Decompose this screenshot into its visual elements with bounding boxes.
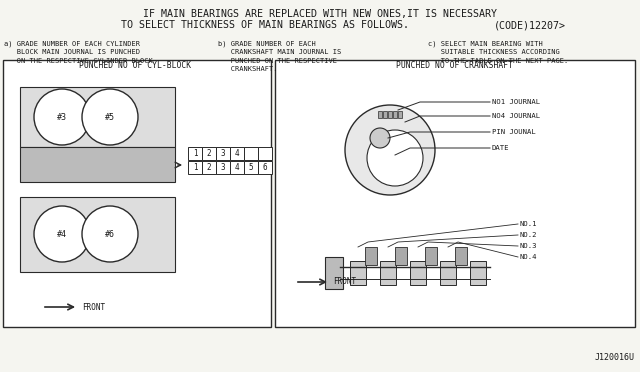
FancyBboxPatch shape (20, 197, 175, 272)
Text: NO.4: NO.4 (520, 254, 538, 260)
Text: 4: 4 (235, 163, 239, 172)
Text: b) GRADE NUMBER OF EACH
   CRANKSHAFT MAIN JOURNAL IS
   PUNCHED ON THE RESPECTI: b) GRADE NUMBER OF EACH CRANKSHAFT MAIN … (218, 40, 341, 72)
Text: 3: 3 (221, 163, 225, 172)
Text: 2: 2 (207, 163, 211, 172)
Circle shape (34, 206, 90, 262)
FancyBboxPatch shape (20, 87, 175, 147)
FancyBboxPatch shape (350, 261, 366, 285)
Text: (CODE)12207>: (CODE)12207> (494, 20, 566, 30)
FancyBboxPatch shape (202, 161, 216, 174)
Text: NO.2: NO.2 (520, 232, 538, 238)
FancyBboxPatch shape (398, 111, 402, 118)
Text: 2: 2 (207, 149, 211, 158)
Text: FRONT: FRONT (333, 278, 356, 286)
FancyBboxPatch shape (188, 161, 202, 174)
FancyBboxPatch shape (378, 111, 382, 118)
Circle shape (82, 89, 138, 145)
Text: PIN JOUNAL: PIN JOUNAL (492, 129, 536, 135)
Text: 4: 4 (235, 149, 239, 158)
Circle shape (367, 130, 423, 186)
Text: NO.3: NO.3 (520, 243, 538, 249)
FancyBboxPatch shape (275, 60, 635, 327)
FancyBboxPatch shape (410, 261, 426, 285)
Text: c) SELECT MAIN BEARING WITH
   SUITABLE THICKNESS ACCORDING
   TO THE TABLE ON T: c) SELECT MAIN BEARING WITH SUITABLE THI… (428, 40, 568, 64)
FancyBboxPatch shape (440, 261, 456, 285)
Text: 1: 1 (193, 163, 197, 172)
Circle shape (345, 105, 435, 195)
Text: PUNCHED NO OF CYL-BLOCK: PUNCHED NO OF CYL-BLOCK (79, 61, 191, 70)
FancyBboxPatch shape (3, 60, 271, 327)
Text: #6: #6 (105, 230, 115, 238)
Text: NO.1: NO.1 (520, 221, 538, 227)
FancyBboxPatch shape (258, 161, 272, 174)
Text: PUNCHED NO OF CRANKSHAFT: PUNCHED NO OF CRANKSHAFT (397, 61, 513, 70)
Text: 5: 5 (249, 163, 253, 172)
FancyBboxPatch shape (395, 247, 407, 265)
Text: J120016U: J120016U (595, 353, 635, 362)
FancyBboxPatch shape (244, 161, 258, 174)
Text: a) GRADE NUMBER OF EACH CYLINDER
   BLOCK MAIN JOURNAL IS PUNCHED
   ON THE RESP: a) GRADE NUMBER OF EACH CYLINDER BLOCK M… (4, 40, 153, 64)
FancyBboxPatch shape (470, 261, 486, 285)
FancyBboxPatch shape (216, 147, 230, 160)
FancyBboxPatch shape (202, 147, 216, 160)
FancyBboxPatch shape (365, 247, 377, 265)
FancyBboxPatch shape (393, 111, 397, 118)
Text: NO1 JOURNAL: NO1 JOURNAL (492, 99, 540, 105)
Text: TO SELECT THICKNESS OF MAIN BEARINGS AS FOLLOWS.: TO SELECT THICKNESS OF MAIN BEARINGS AS … (121, 20, 409, 30)
FancyBboxPatch shape (216, 161, 230, 174)
Text: DATE: DATE (492, 145, 509, 151)
Text: #3: #3 (57, 112, 67, 122)
FancyBboxPatch shape (188, 147, 202, 160)
Text: NO4 JOURNAL: NO4 JOURNAL (492, 113, 540, 119)
Text: IF MAIN BEARINGS ARE REPLACED WITH NEW ONES,IT IS NECESSARY: IF MAIN BEARINGS ARE REPLACED WITH NEW O… (143, 9, 497, 19)
Circle shape (34, 89, 90, 145)
Circle shape (82, 206, 138, 262)
Text: #4: #4 (57, 230, 67, 238)
FancyBboxPatch shape (230, 161, 244, 174)
Text: 6: 6 (262, 163, 268, 172)
FancyBboxPatch shape (325, 257, 343, 289)
FancyBboxPatch shape (425, 247, 437, 265)
FancyBboxPatch shape (380, 261, 396, 285)
FancyBboxPatch shape (20, 147, 175, 182)
Text: 1: 1 (193, 149, 197, 158)
FancyBboxPatch shape (383, 111, 387, 118)
Text: FRONT: FRONT (82, 302, 105, 311)
FancyBboxPatch shape (388, 111, 392, 118)
FancyBboxPatch shape (258, 147, 272, 160)
Text: #5: #5 (105, 112, 115, 122)
FancyBboxPatch shape (230, 147, 244, 160)
Text: 3: 3 (221, 149, 225, 158)
FancyBboxPatch shape (455, 247, 467, 265)
FancyBboxPatch shape (244, 147, 258, 160)
Circle shape (370, 128, 390, 148)
